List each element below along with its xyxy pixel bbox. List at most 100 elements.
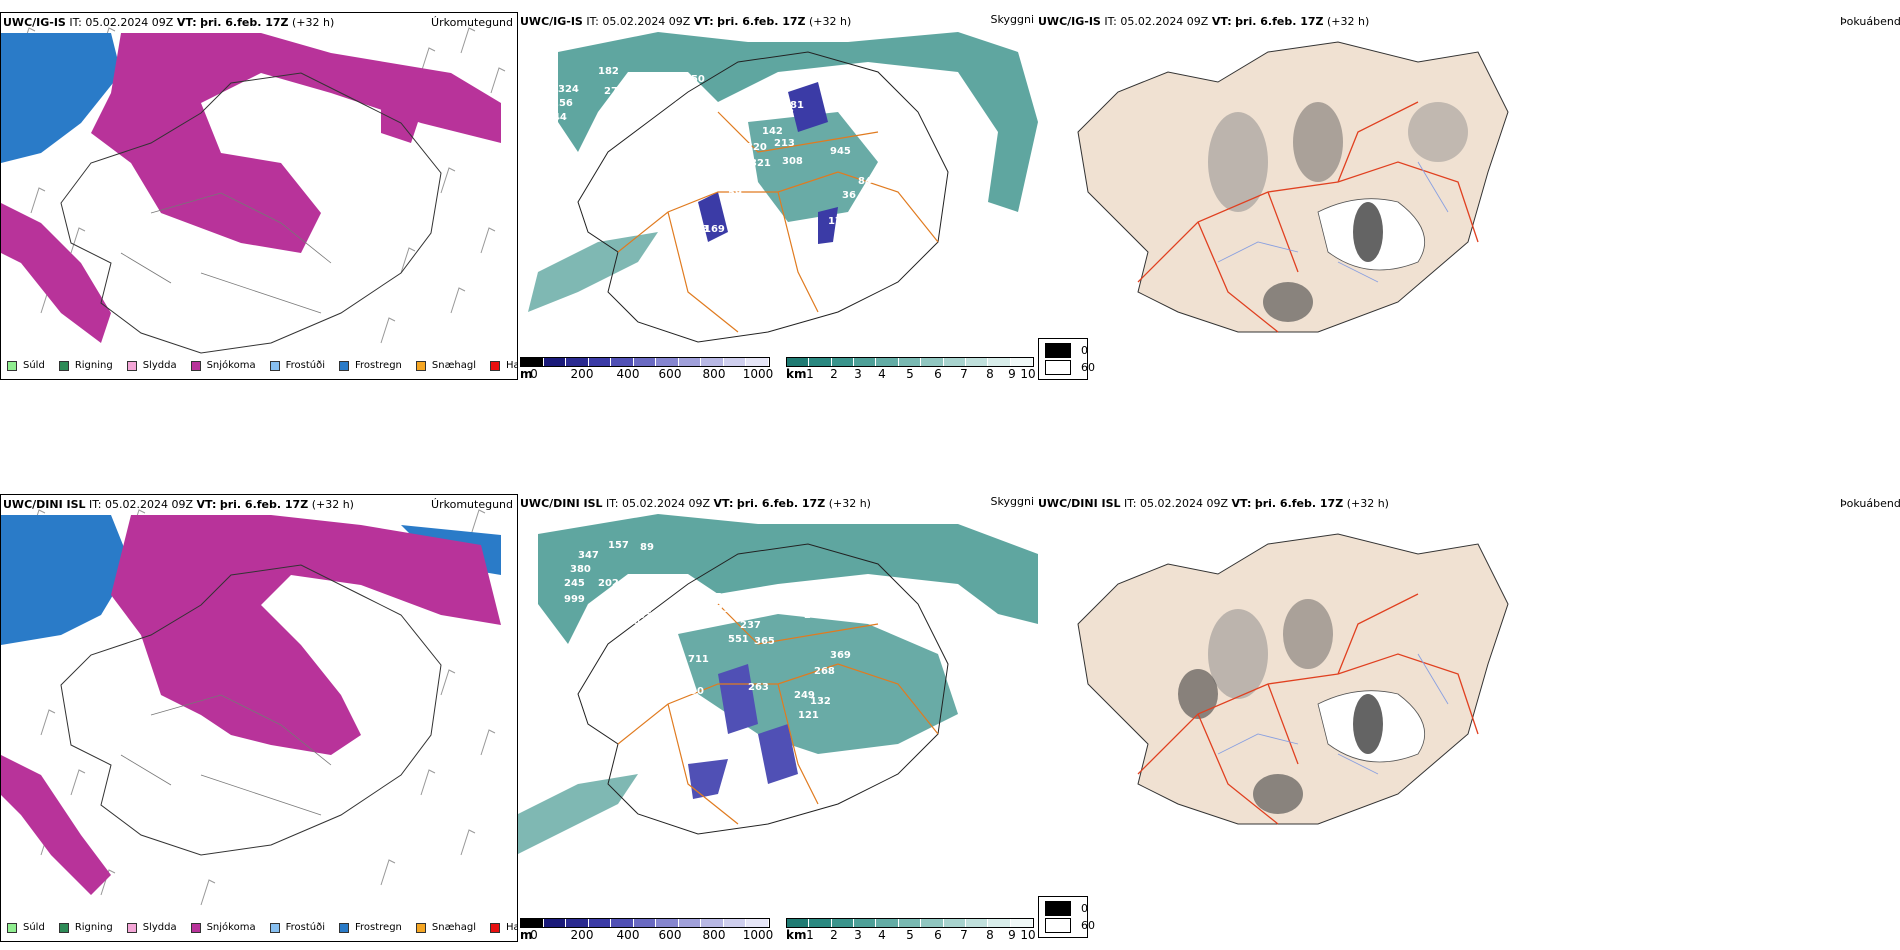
cloud-label: 249 <box>794 690 815 701</box>
legend-swatch <box>58 360 69 371</box>
colorbar-tick: 10 <box>1020 367 1036 380</box>
legend-swatch <box>7 360 17 371</box>
colorbar-ticks: m 0 200 400 600 800 1000 <box>520 367 773 380</box>
legend-swatch <box>339 922 349 933</box>
fog-scale-box: 0 60 <box>1038 338 1095 380</box>
legend-item-4: Frostúði <box>269 922 325 933</box>
colorbar-tick: 6 <box>934 367 942 380</box>
cloud-map-top: 182 324 276 256 178 544 211 950 62 706 9… <box>528 32 1038 343</box>
colorbar-tick: 5 <box>906 367 914 380</box>
colorbar-tick: 1 <box>806 367 814 380</box>
colorbar-tick: 1000 <box>742 928 774 942</box>
cloud-label: 182 <box>598 66 619 77</box>
roads <box>1137 593 1479 825</box>
panel-header: UWC/DINI ISL IT: 05.02.2024 09Z VT: þri.… <box>1038 497 1389 510</box>
legend-item-7: Haglél <box>490 922 517 933</box>
colorbar-tick: 6 <box>934 928 942 942</box>
fog-scale-box: 0 60 <box>1038 896 1095 938</box>
cloud-label: 202 <box>616 154 637 165</box>
legend-item-1: Rigning <box>58 922 113 933</box>
colorbar-unit: km <box>786 367 807 380</box>
legend-item-5: Frostregn <box>339 360 402 371</box>
legend-item-7: Haglél <box>490 360 517 371</box>
cloud-label: 544 <box>546 112 567 123</box>
legend-swatch <box>415 360 426 371</box>
frostregn-area <box>1 33 121 163</box>
colorbar-tick: 600 <box>658 928 682 942</box>
colorbar-tick: 8 <box>986 928 994 942</box>
legend-swatch <box>339 360 349 371</box>
panel-header: UWC/IG-IS IT: 05.02.2024 09Z VT: þri. 6.… <box>520 15 852 28</box>
fog-shade <box>1208 609 1268 699</box>
roads <box>1137 101 1479 333</box>
panel-title: Úrkomutegund <box>431 498 513 511</box>
low-visibility-area-2 <box>528 232 658 312</box>
cloud-label: 324 <box>558 84 579 95</box>
fog-map-top <box>1077 41 1509 333</box>
legend-item-4: Frostúði <box>269 360 325 371</box>
cloud-label: 551 <box>728 634 749 645</box>
cloud-base-labels: 157 347 89 380 245 202 903 999 162 857 2… <box>564 540 851 721</box>
cloud-base-area <box>688 664 798 799</box>
precip-type-panel-top: UWC/IG-IS IT: 05.02.2024 09Z VT: þri. 6.… <box>0 12 518 380</box>
precip-map-bottom <box>1 509 501 906</box>
colorbar-cells <box>786 918 1034 928</box>
cloud-label: 59 <box>728 188 742 199</box>
panel-header: UWC/DINI ISL IT: 05.02.2024 09Z VT: þri.… <box>520 497 871 510</box>
colorbar-tick: 0 <box>530 928 538 942</box>
colorbar-ticks: km 1 2 3 4 5 6 7 8 9 10 <box>786 367 1036 380</box>
legend-item-6: Snæhagl <box>415 922 476 933</box>
snjokoma-area-1 <box>91 33 501 253</box>
cloud-label: 62 <box>674 100 688 111</box>
panel-title: Þokuábendi <box>1840 497 1900 510</box>
panel-title: Úrkomutegund <box>431 16 513 29</box>
legend-item-3: Snjókoma <box>190 360 256 371</box>
precip-legend: Súld Rigning Slydda Snjókoma Frostúði Fr… <box>7 922 517 933</box>
cloud-label: 174 <box>828 216 849 227</box>
colorbar-tick: 600 <box>658 367 682 380</box>
panel-header: UWC/DINI ISL IT: 05.02.2024 09Z VT: þri.… <box>3 498 354 511</box>
iceland-outline <box>577 51 949 343</box>
colorbar-cells <box>786 357 1034 367</box>
colorbar-tick: 4 <box>878 928 886 942</box>
fog-shade <box>1353 202 1383 262</box>
snjokoma-area-1 <box>111 515 501 755</box>
roads <box>617 603 939 825</box>
colorbar-tick: 10 <box>1020 928 1036 942</box>
colorbar-tick: 800 <box>702 367 726 380</box>
cloud-label: 162 <box>616 598 637 609</box>
low-visibility-area-3 <box>748 112 878 222</box>
cloud-label: 157 <box>608 540 629 551</box>
snjokoma-area-3 <box>381 93 421 143</box>
cloud-label: 132 <box>810 696 831 707</box>
roads <box>617 111 939 333</box>
cloud-label: 83 <box>676 708 690 719</box>
cloud-label: 308 <box>782 156 803 167</box>
cloud-label: 81 <box>790 100 804 111</box>
legend-item-0: Súld <box>7 922 45 933</box>
low-visibility-area-2 <box>518 774 638 854</box>
colorbar-tick: 0 <box>530 367 538 380</box>
cloud-label: 369 <box>830 650 851 661</box>
colorbar-unit: m <box>520 928 533 942</box>
cloud-label: 243 <box>620 616 641 627</box>
cloud-label: 158 <box>708 592 729 603</box>
cloud-label: 58 <box>780 108 794 119</box>
cloud-label: 84 <box>858 176 872 187</box>
legend-swatch <box>190 922 201 933</box>
cloud-label: 276 <box>604 86 625 97</box>
rivers <box>1217 653 1449 775</box>
legend-swatch <box>126 922 137 933</box>
roads <box>120 694 332 816</box>
fog-shade <box>1408 102 1468 162</box>
colorbar-cells <box>520 918 770 928</box>
legend-swatch <box>190 360 201 371</box>
cloud-label: 211 <box>608 118 629 129</box>
iceland-outline <box>60 564 442 856</box>
colorbar-tick: 200 <box>570 928 594 942</box>
cloud-label: 346 <box>656 148 677 159</box>
fog-shade <box>1263 282 1313 322</box>
colorbar-unit: m <box>520 367 533 380</box>
cloud-visibility-panel-bottom: 157 347 89 380 245 202 903 999 162 857 2… <box>518 494 1038 942</box>
colorbar-tick: 8 <box>986 367 994 380</box>
